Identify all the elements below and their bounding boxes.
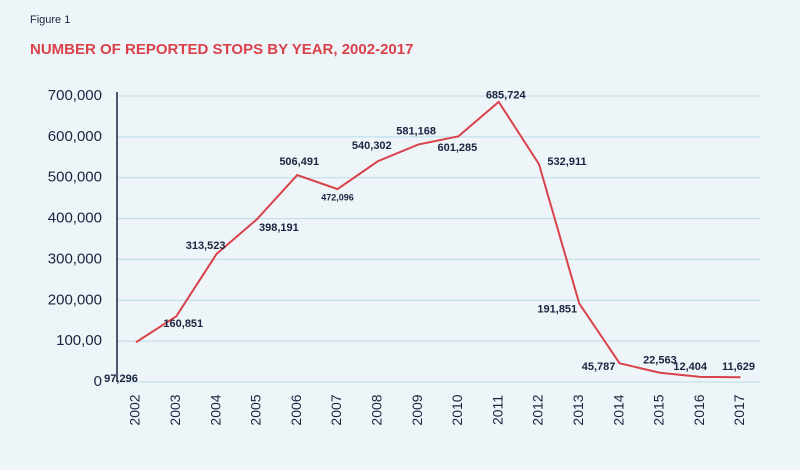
data-line: [135, 100, 741, 379]
x-tick-label: 2003: [167, 394, 183, 425]
x-tick-label: 2017: [731, 394, 747, 425]
y-tick-label: 100,00: [56, 332, 102, 349]
x-tick-label: 2012: [530, 394, 546, 425]
data-label: 12,404: [673, 361, 708, 373]
x-tick-label: 2007: [328, 394, 344, 425]
data-label: 191,851: [537, 304, 577, 316]
x-tick-label: 2002: [127, 394, 143, 425]
y-tick-label: 500,000: [48, 169, 102, 186]
chart-title: NUMBER OF REPORTED STOPS BY YEAR, 2002-2…: [30, 41, 413, 58]
data-label: 540,302: [352, 140, 392, 152]
data-label: 22,563: [643, 355, 677, 367]
x-tick-label: 2008: [369, 394, 385, 425]
x-tick-label: 2009: [409, 394, 425, 425]
x-tick-label: 2005: [248, 394, 264, 425]
y-tick-label: 700,000: [48, 87, 102, 104]
x-tick-label: 2014: [610, 394, 626, 425]
data-label: 97,296: [104, 373, 138, 385]
x-tick-label: 2015: [651, 394, 667, 425]
data-label: 601,285: [438, 142, 478, 154]
y-tick-label: 600,000: [48, 128, 102, 145]
data-label: 506,491: [279, 156, 319, 168]
x-tick-label: 2016: [691, 394, 707, 425]
y-tick-label: 300,000: [48, 250, 102, 267]
data-label: 160,851: [163, 318, 203, 330]
data-label: 581,168: [396, 125, 436, 137]
data-label: 532,911: [547, 156, 586, 168]
x-tick-label: 2004: [207, 394, 223, 425]
data-label: 11,629: [722, 361, 755, 373]
figure-label: Figure 1: [30, 14, 70, 26]
y-tick-label: 0: [94, 373, 102, 390]
x-tick-label: 2011: [489, 395, 505, 425]
data-label: 472,096: [321, 192, 354, 202]
data-label: 685,724: [486, 90, 527, 102]
x-tick-label: 2010: [449, 394, 465, 425]
data-label: 398,191: [259, 222, 299, 234]
data-label: 45,787: [582, 361, 616, 373]
x-tick-label: 2013: [570, 394, 586, 425]
y-tick-label: 400,000: [48, 210, 102, 227]
data-label: 313,523: [186, 240, 226, 252]
y-tick-label: 200,000: [48, 291, 102, 308]
x-tick-label: 2006: [288, 394, 304, 425]
